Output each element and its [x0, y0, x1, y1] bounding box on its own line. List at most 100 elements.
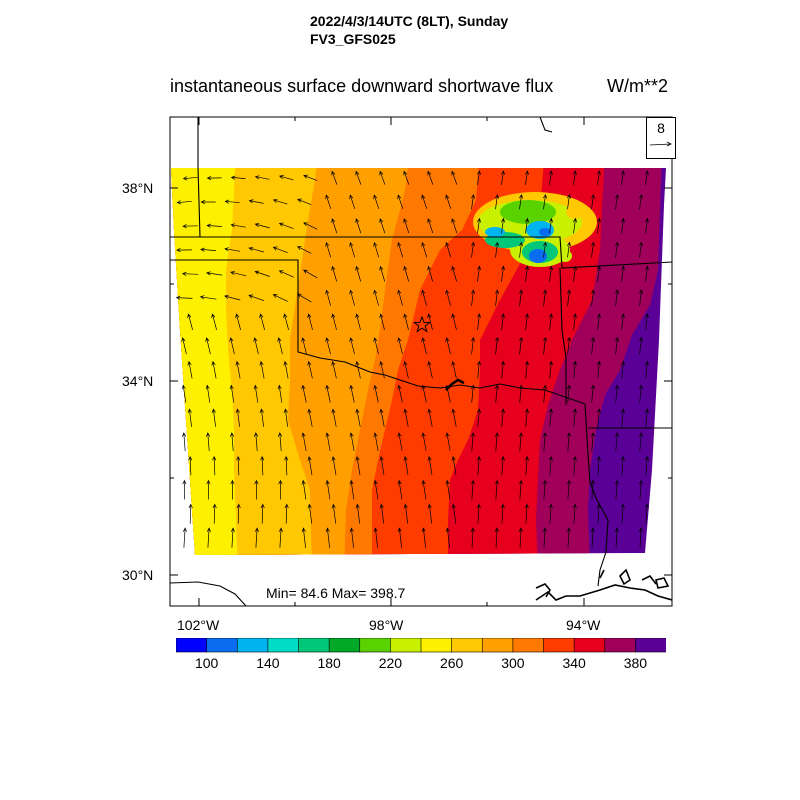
wind-vector-arrow [230, 175, 246, 180]
wind-vector-arrow [397, 384, 403, 403]
wind-vector-arrow [572, 360, 578, 379]
wind-vector-arrow [373, 337, 379, 355]
wind-vector-arrow [615, 193, 620, 210]
wind-vector-arrow [451, 455, 457, 476]
wind-vector-arrow [620, 503, 625, 524]
wind-vector-arrow [549, 313, 554, 331]
colorbar-label: 180 [317, 655, 341, 671]
wind-vector-arrow [229, 384, 235, 403]
wind-vector-arrow [548, 503, 553, 524]
wind-vector-arrow [477, 313, 482, 331]
wind-vector-arrow [471, 336, 476, 355]
wind-vector-arrow [403, 170, 410, 185]
wind-vector-arrow [188, 503, 193, 524]
wind-vector-arrow [182, 176, 198, 181]
wind-vector-arrow [331, 170, 338, 185]
wind-vector-arrow [325, 194, 332, 210]
wind-vector-arrow [302, 269, 318, 279]
wind-vector-arrow [235, 313, 241, 330]
wind-vector-arrow [471, 193, 476, 210]
wind-vector-arrow [645, 217, 650, 234]
wind-vector-arrow [349, 432, 355, 452]
wind-vector-arrow [379, 313, 385, 330]
wind-vector-arrow [205, 271, 223, 276]
wind-vector-arrow [542, 527, 547, 548]
wind-vector-arrow [591, 289, 596, 306]
wind-vector-arrow [638, 432, 644, 452]
colorbar-swatch [573, 638, 606, 653]
wind-vector-arrow [277, 432, 283, 452]
wind-vector-arrow [259, 313, 265, 330]
wind-vector-arrow [259, 408, 264, 427]
wind-vector-arrow [296, 246, 312, 254]
wind-vector-arrow [525, 170, 530, 186]
wind-vector-arrow [451, 313, 457, 330]
wind-vector-arrow [397, 289, 403, 306]
wind-vector-arrow [500, 455, 506, 476]
wind-vector-arrow [445, 337, 451, 355]
wind-vector-arrow [325, 479, 331, 500]
reference-arrow-icon [649, 141, 672, 147]
wind-vector-arrow [470, 479, 475, 500]
wind-vector-arrow [176, 200, 192, 205]
wind-vector-arrow [519, 336, 524, 355]
wind-vector-arrow [501, 170, 506, 186]
wind-vector-arrow [182, 479, 187, 500]
wind-vector-arrow [494, 527, 499, 548]
wind-vector-arrow [615, 289, 620, 306]
wind-vector-arrow [572, 503, 577, 524]
wind-vector-arrow [187, 360, 193, 379]
colorbar-label: 140 [256, 655, 280, 671]
wind-vector-arrow [211, 360, 217, 379]
lat-tick-label: 34°N [122, 373, 154, 389]
wind-vector-arrow [591, 336, 596, 355]
wind-vector-arrow [451, 265, 458, 282]
wind-vector-arrow [548, 360, 554, 379]
wind-vector-arrow [421, 337, 427, 355]
wind-vector-arrow [524, 360, 530, 379]
wind-vector-arrow [277, 384, 283, 403]
wind-vector-arrow [644, 408, 650, 427]
boundary-kansas-oklahoma [170, 236, 672, 269]
wind-vector-arrow [638, 527, 643, 548]
wind-vector-arrow [427, 218, 434, 234]
wind-vector-arrow [301, 527, 306, 548]
wind-vector-arrow [272, 198, 288, 205]
wind-vector-arrow [331, 218, 338, 234]
wind-vector-arrow [379, 455, 385, 476]
wind-vector-arrow [248, 246, 264, 253]
wind-vector-arrow [639, 289, 644, 306]
wind-vector-arrow [187, 313, 193, 330]
wind-vector-arrow [303, 222, 318, 230]
lon-tick-label: 94°W [566, 617, 601, 633]
wind-vector-arrow [590, 432, 596, 452]
wind-vector-arrow [325, 384, 331, 403]
wind-vector-arrow [518, 479, 523, 500]
wind-vector-arrow [205, 337, 211, 355]
wind-vector-arrow [501, 217, 506, 234]
wind-vector-arrow [283, 313, 289, 330]
wind-vector-arrow [403, 503, 409, 524]
wind-vector-arrow [235, 360, 241, 379]
wind-vector-arrow [542, 384, 548, 403]
wind-vector-arrow [229, 337, 235, 355]
wind-vector-arrow [200, 199, 216, 205]
wind-vector-arrow [403, 408, 409, 427]
wind-vector-arrow [421, 432, 427, 452]
wind-vector-arrow [427, 503, 433, 524]
colorbar-swatch [390, 638, 422, 653]
wind-vector-arrow [403, 360, 409, 379]
wind-vector-arrow [224, 247, 241, 252]
wind-vector-arrow [260, 503, 265, 524]
wind-vector-arrow [494, 479, 499, 500]
axis-ticks [170, 117, 672, 606]
wind-vector-arrow [229, 432, 235, 452]
wind-vector-arrow [451, 503, 457, 524]
wind-vector-arrow [307, 408, 313, 427]
wind-vector-arrow [349, 384, 355, 403]
colorbar-swatch [604, 638, 637, 653]
wind-vector-arrow [236, 455, 241, 476]
wind-vector-arrow [254, 270, 271, 277]
boundary-texas-louisiana [584, 403, 609, 587]
